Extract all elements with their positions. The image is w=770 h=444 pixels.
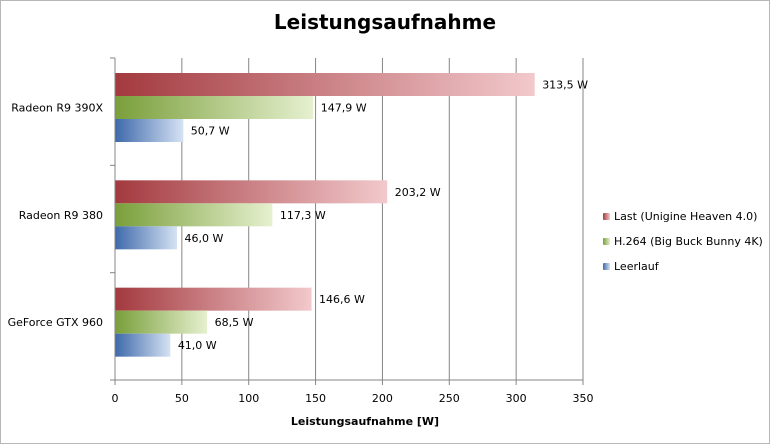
legend-label: Leerlauf	[614, 260, 659, 273]
bar	[115, 287, 312, 311]
data-label: 41,0 W	[178, 339, 217, 352]
legend-label: Last (Unigine Heaven 4.0)	[614, 210, 758, 223]
legend-item: Leerlauf	[603, 260, 659, 273]
data-label: 203,2 W	[395, 186, 441, 199]
bar	[115, 96, 314, 119]
bar	[115, 333, 171, 357]
category-label: Radeon R9 390X	[11, 102, 103, 115]
category-label: GeForce GTX 960	[8, 316, 103, 329]
bar	[115, 310, 208, 334]
bar	[115, 73, 535, 96]
data-label: 50,7 W	[191, 125, 230, 138]
chart-title: Leistungsaufnahme	[273, 10, 497, 34]
category-label: Radeon R9 380	[19, 209, 103, 222]
x-tick-label: 50	[175, 392, 189, 405]
x-tick-label: 350	[573, 392, 594, 405]
x-axis-label: Leistungsaufnahme [W]	[291, 415, 439, 428]
legend-swatch	[603, 263, 610, 270]
legend-label: H.264 (Big Buck Bunny 4K)	[614, 235, 763, 248]
legend-item: Last (Unigine Heaven 4.0)	[603, 210, 757, 223]
data-label: 147,9 W	[321, 102, 367, 115]
legend-item: H.264 (Big Buck Bunny 4K)	[603, 235, 763, 248]
data-label: 46,0 W	[185, 232, 224, 245]
x-tick-label: 200	[372, 392, 393, 405]
bar	[115, 119, 184, 142]
legend-swatch	[603, 213, 610, 220]
data-label: 117,3 W	[280, 209, 326, 222]
x-tick-label: 150	[305, 392, 326, 405]
bar	[115, 180, 388, 204]
legend-swatch	[603, 238, 610, 245]
x-tick-label: 300	[506, 392, 527, 405]
x-tick-label: 100	[238, 392, 259, 405]
data-label: 146,6 W	[319, 293, 365, 306]
x-tick-label: 250	[439, 392, 460, 405]
x-tick-label: 0	[112, 392, 119, 405]
bar	[115, 226, 178, 250]
data-label: 313,5 W	[542, 79, 588, 92]
data-label: 68,5 W	[215, 316, 254, 329]
bar	[115, 203, 273, 227]
